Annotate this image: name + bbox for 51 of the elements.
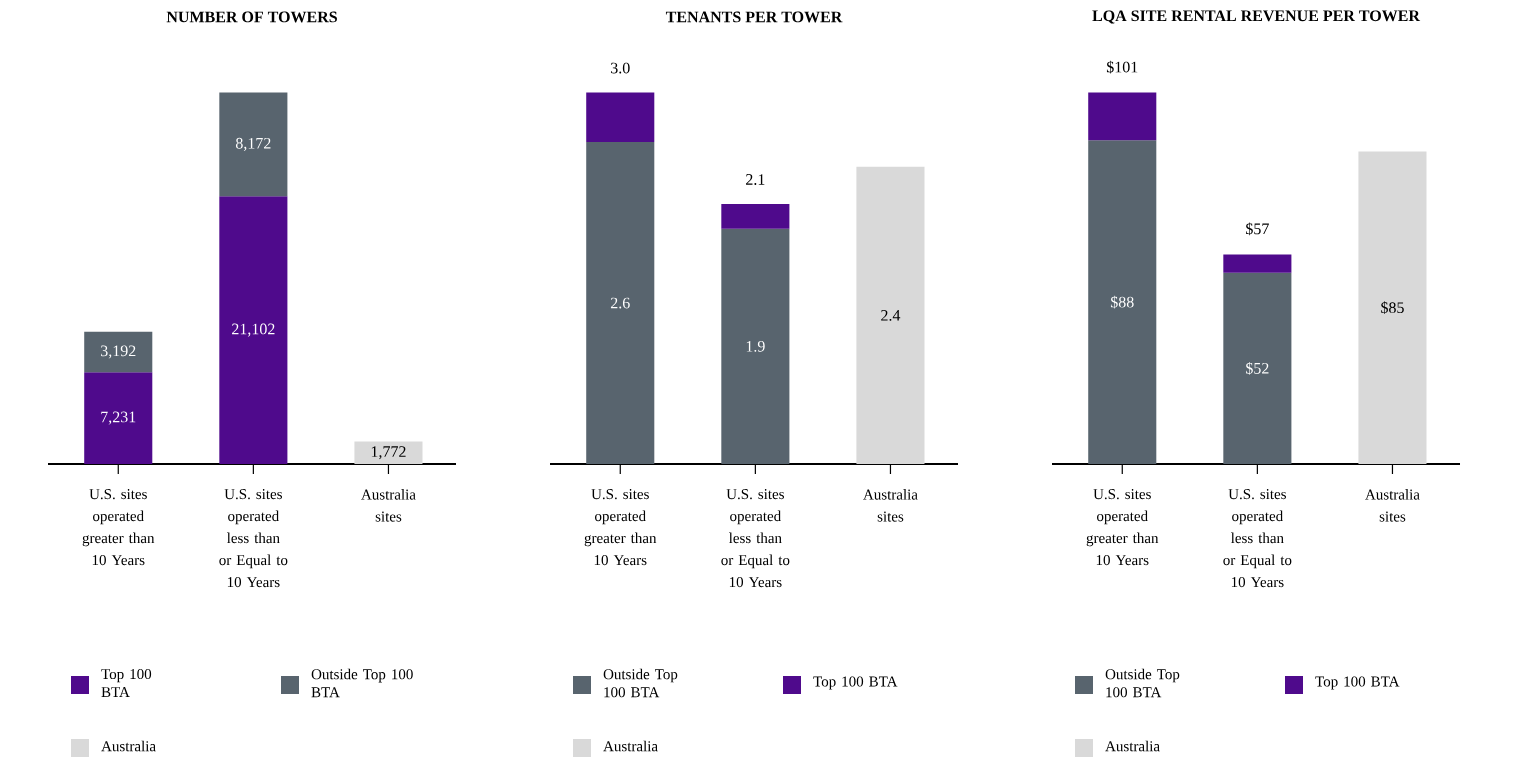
chart-title: LQA SITE RENTAL REVENUE PER TOWER xyxy=(1092,10,1421,24)
x-tick-label: U.S. sites operated less than or Equal to 10 Years xyxy=(1223,489,1292,588)
x-tick-label: Australia sites xyxy=(361,489,416,522)
bar xyxy=(354,441,423,464)
legend-label: Top 100 BTA xyxy=(101,668,152,697)
data-label: 7,231 xyxy=(101,411,136,425)
bar xyxy=(1223,254,1292,273)
chart-title: TENANTS PER TOWER xyxy=(665,11,843,23)
data-label: $88 xyxy=(1110,295,1134,309)
legend-label: Australia xyxy=(603,740,658,752)
x-tick-label: Australia sites xyxy=(1365,489,1420,522)
data-label: 1,772 xyxy=(371,446,406,460)
data-label: $52 xyxy=(1246,361,1269,375)
data-label: 1.9 xyxy=(746,340,765,352)
legend-label: Top 100 BTA xyxy=(813,676,898,690)
data-label: $85 xyxy=(1381,301,1404,315)
bar xyxy=(219,92,288,197)
data-label: 2.6 xyxy=(610,297,630,309)
total-label: $57 xyxy=(1246,222,1269,236)
x-tick-label: U.S. sites operated greater than 10 Years xyxy=(1086,489,1159,566)
bar xyxy=(856,166,925,464)
bar xyxy=(1088,92,1157,141)
bar xyxy=(84,372,153,464)
bar xyxy=(84,331,153,373)
data-label: 8,172 xyxy=(235,137,271,151)
data-label: 21,102 xyxy=(232,323,275,337)
bar xyxy=(219,196,288,464)
x-tick-label: U.S. sites operated greater than 10 Years xyxy=(584,489,657,566)
total-label: 2.1 xyxy=(746,174,765,185)
bar xyxy=(586,92,655,143)
data-label: 3,192 xyxy=(101,345,136,359)
bar xyxy=(586,142,655,464)
chart-title: NUMBER OF TOWERS xyxy=(166,11,337,23)
x-tick-label: U.S. sites operated less than or Equal to 10 Years xyxy=(219,489,288,588)
legend-label: Outside Top 100 BTA xyxy=(311,668,413,698)
bar xyxy=(1088,140,1157,464)
legend-label: Top 100 BTA xyxy=(1315,676,1400,690)
x-tick-label: Australia sites xyxy=(863,489,918,522)
total-label: $101 xyxy=(1106,60,1138,74)
bar xyxy=(1358,151,1427,464)
legend-label: Outside Top 100 BTA xyxy=(603,668,678,698)
bar xyxy=(721,203,790,229)
legend-label: Outside Top 100 BTA xyxy=(1105,668,1180,698)
bar xyxy=(721,228,790,464)
legend-label: Australia xyxy=(101,740,156,752)
x-tick-label: U.S. sites operated less than or Equal to 10 Years xyxy=(721,489,790,588)
total-label: 3.0 xyxy=(611,62,630,74)
data-label: 2.4 xyxy=(881,310,901,321)
bar xyxy=(1223,272,1292,464)
x-tick-label: U.S. sites operated greater than 10 Years xyxy=(82,489,155,566)
legend-label: Australia xyxy=(1105,740,1160,752)
